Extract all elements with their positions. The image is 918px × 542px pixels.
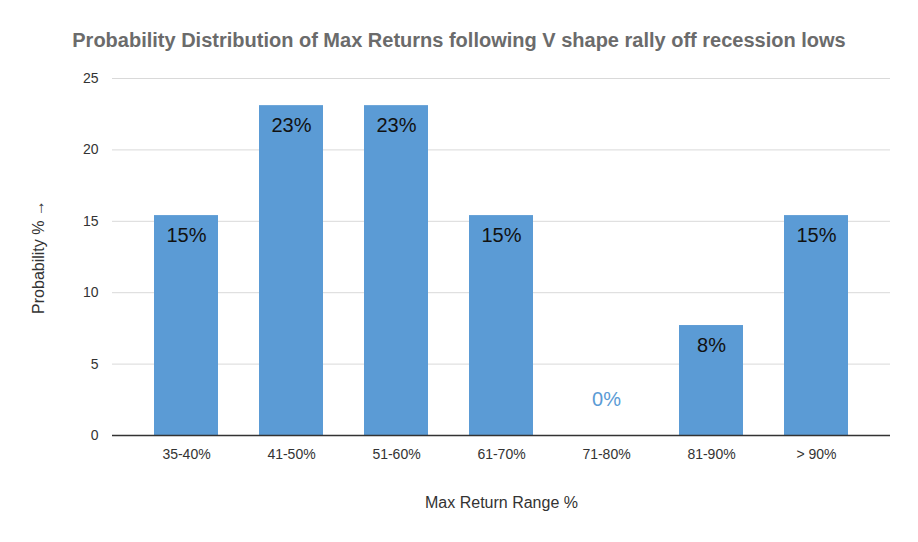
svg-text:> 90%: > 90%: [796, 446, 836, 462]
svg-text:8%: 8%: [697, 334, 726, 356]
svg-text:71-80%: 71-80%: [582, 446, 630, 462]
html-text:Probability Distribution of Ma: Probability Distribution of Max Returns …: [72, 29, 846, 51]
svg-text:15%: 15%: [481, 224, 521, 246]
svg-text:61-70%: 61-70%: [477, 446, 525, 462]
svg-text:Probability % →: Probability % →: [30, 200, 47, 314]
svg-text:5: 5: [91, 356, 99, 372]
svg-text:0%: 0%: [592, 388, 621, 410]
svg-text:20: 20: [83, 141, 99, 157]
svg-text:35-40%: 35-40%: [162, 446, 210, 462]
svg-text:23%: 23%: [376, 114, 416, 136]
svg-text:23%: 23%: [271, 114, 311, 136]
svg-text:25: 25: [83, 70, 99, 86]
svg-text:51-60%: 51-60%: [372, 446, 420, 462]
svg-text:10: 10: [83, 284, 99, 300]
svg-text:0: 0: [91, 427, 99, 443]
svg-text:15: 15: [83, 213, 99, 229]
svg-text:81-90%: 81-90%: [687, 446, 735, 462]
svg-text:15%: 15%: [166, 224, 206, 246]
svg-text:15%: 15%: [796, 224, 836, 246]
svg-text:Max Return Range %: Max Return Range %: [425, 494, 578, 511]
svg-text:41-50%: 41-50%: [267, 446, 315, 462]
